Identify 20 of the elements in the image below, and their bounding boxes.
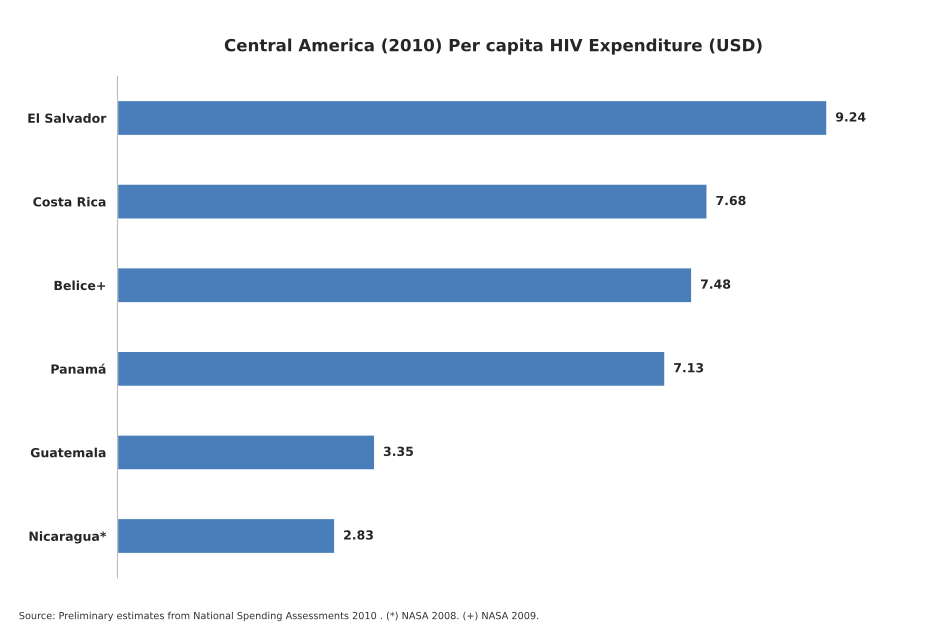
bar xyxy=(118,100,828,136)
y-tick-label: Guatemala xyxy=(30,448,106,458)
bar xyxy=(118,434,376,471)
bar xyxy=(118,183,708,220)
data-label: 3.35 xyxy=(384,446,414,456)
data-label: 9.24 xyxy=(836,112,866,122)
data-label: 2.83 xyxy=(344,530,373,540)
data-label: 7.68 xyxy=(716,196,746,206)
y-tick-label: Panamá xyxy=(51,364,106,374)
data-label: 7.48 xyxy=(700,279,730,289)
y-tick-label: Belice+ xyxy=(54,280,106,290)
source-note: Source: Preliminary estimates from National Spending Assessments 2010 . (*) NASA 2008. (+) NASA 2009. xyxy=(19,612,538,622)
y-tick-label: El Salvador xyxy=(28,113,106,123)
y-tick-label: Nicaragua* xyxy=(30,531,106,544)
bar xyxy=(118,518,336,554)
data-label: 7.13 xyxy=(674,363,704,372)
chart-title: Central America (2010) Per capita HIV Expenditure (USD) xyxy=(224,38,762,55)
bar xyxy=(118,266,692,304)
y-tick-label: Costa Rica xyxy=(33,196,106,207)
bar xyxy=(118,350,666,388)
